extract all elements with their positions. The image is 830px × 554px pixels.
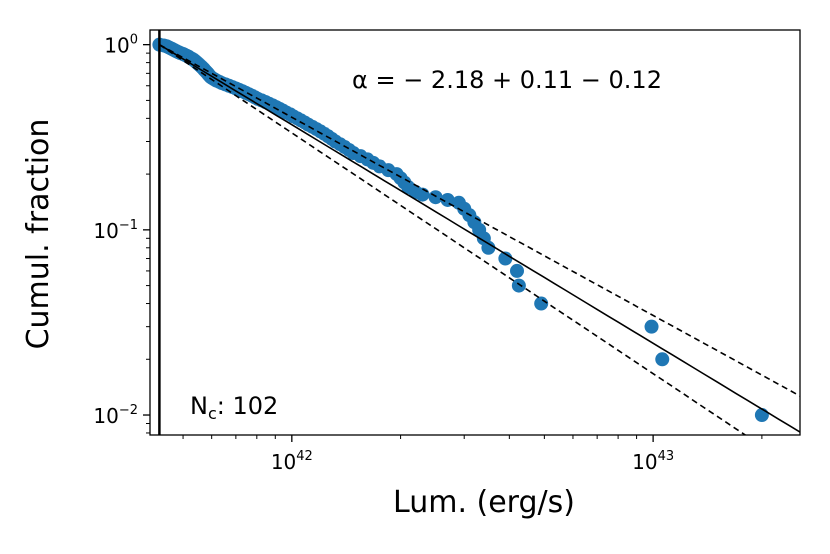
nc-annotation: Nc: 102 [190, 392, 278, 423]
nc-symbol: N [190, 392, 208, 420]
y-tick-label-2: 10−2 [93, 403, 138, 428]
fit-line [158, 44, 800, 433]
nc-subscript: c [208, 404, 217, 423]
labels: Lum. (erg/s) Cumul. fraction α = − 2.18 … [21, 66, 662, 520]
data-point-86 [428, 190, 443, 205]
nc-value: : 102 [217, 392, 279, 420]
data-point-94 [481, 240, 496, 255]
plot-frame [149, 29, 801, 436]
y-axis-label: Cumul. fraction [21, 119, 56, 350]
alpha-annotation: α = − 2.18 + 0.11 − 0.12 [352, 66, 662, 94]
y-tick-label-0: 100 [104, 33, 138, 58]
data-point-97 [511, 278, 526, 293]
fit-lower-bound [158, 44, 747, 435]
y-tick-label-1: 10−1 [93, 218, 138, 243]
data-point-101 [754, 408, 769, 423]
data-point-87 [440, 192, 455, 207]
data-point-95 [498, 251, 513, 266]
data-point-100 [655, 352, 670, 367]
data-point-99 [644, 319, 659, 334]
x-axis-label: Lum. (erg/s) [393, 485, 575, 520]
data-point-96 [510, 263, 525, 278]
fit-lines [158, 30, 800, 435]
data-point-98 [534, 296, 549, 311]
x-tick-label-0: 1042 [271, 449, 313, 474]
fit-upper-bound [159, 43, 800, 397]
data-points [152, 37, 769, 423]
axes: 1042 1043 100 10−1 10−2 [93, 29, 801, 474]
x-tick-label-1: 1043 [632, 449, 674, 474]
